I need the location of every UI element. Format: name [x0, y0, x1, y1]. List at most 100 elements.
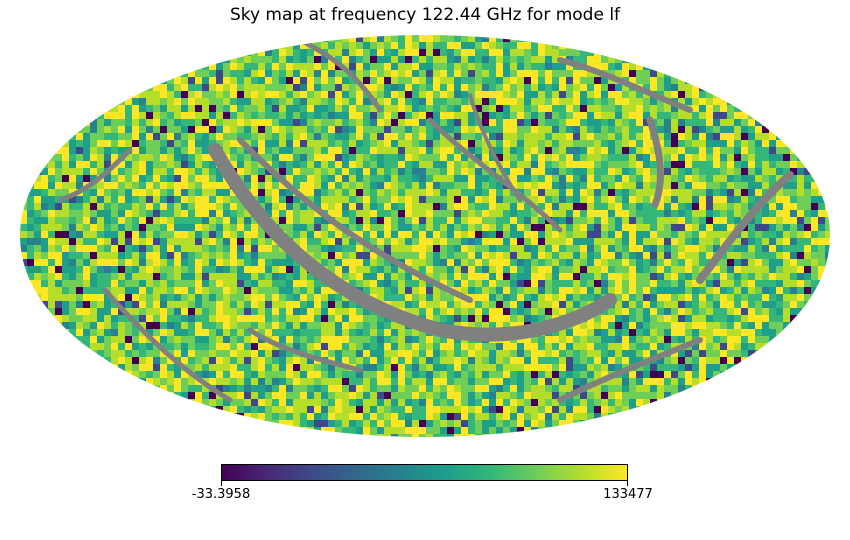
map-pixel — [118, 364, 126, 372]
map-pixel — [580, 189, 588, 197]
map-pixel — [167, 301, 175, 309]
map-pixel — [622, 245, 630, 253]
map-pixel — [370, 371, 378, 379]
map-pixel — [286, 189, 294, 197]
map-pixel — [328, 308, 336, 316]
map-pixel — [615, 49, 623, 57]
map-pixel — [433, 287, 441, 295]
map-pixel — [622, 287, 630, 295]
map-pixel — [272, 287, 280, 295]
map-pixel — [118, 140, 126, 148]
map-pixel — [160, 343, 168, 351]
map-pixel — [41, 287, 49, 295]
map-pixel — [328, 133, 336, 141]
map-pixel — [321, 91, 329, 99]
map-pixel — [419, 245, 427, 253]
map-pixel — [517, 119, 525, 127]
map-pixel — [587, 70, 595, 78]
map-pixel — [720, 126, 728, 134]
map-pixel — [251, 301, 259, 309]
map-pixel — [391, 42, 399, 50]
map-pixel — [405, 364, 413, 372]
map-pixel — [167, 294, 175, 302]
map-pixel — [454, 245, 462, 253]
map-pixel — [741, 322, 749, 330]
map-pixel — [202, 189, 210, 197]
map-pixel — [741, 273, 749, 281]
map-pixel — [454, 238, 462, 246]
map-pixel — [279, 322, 287, 330]
map-pixel — [657, 98, 665, 106]
map-pixel — [216, 266, 224, 274]
map-pixel — [76, 210, 84, 218]
map-pixel — [433, 238, 441, 246]
map-pixel — [132, 245, 140, 253]
map-pixel — [293, 35, 301, 43]
map-pixel — [27, 224, 35, 232]
map-pixel — [468, 49, 476, 57]
map-pixel — [349, 259, 357, 267]
map-pixel — [594, 294, 602, 302]
map-pixel — [279, 287, 287, 295]
map-pixel — [636, 350, 644, 358]
map-pixel — [601, 322, 609, 330]
map-pixel — [678, 126, 686, 134]
map-pixel — [475, 126, 483, 134]
map-pixel — [622, 91, 630, 99]
map-pixel — [433, 273, 441, 281]
map-pixel — [307, 224, 315, 232]
map-pixel — [524, 49, 532, 57]
map-pixel — [776, 210, 784, 218]
map-pixel — [398, 112, 406, 120]
map-pixel — [412, 182, 420, 190]
map-pixel — [132, 140, 140, 148]
map-pixel — [146, 105, 154, 113]
map-pixel — [377, 161, 385, 169]
map-pixel — [370, 77, 378, 85]
map-pixel — [482, 322, 490, 330]
map-pixel — [419, 371, 427, 379]
map-pixel — [118, 203, 126, 211]
map-pixel — [440, 259, 448, 267]
map-pixel — [671, 301, 679, 309]
map-pixel — [349, 77, 357, 85]
map-pixel — [335, 147, 343, 155]
map-pixel — [69, 210, 77, 218]
map-pixel — [139, 154, 147, 162]
map-pixel — [531, 357, 539, 365]
map-pixel — [517, 35, 525, 43]
map-pixel — [209, 105, 217, 113]
map-pixel — [258, 56, 266, 64]
map-pixel — [643, 217, 651, 225]
map-pixel — [370, 112, 378, 120]
map-pixel — [566, 294, 574, 302]
map-pixel — [762, 112, 770, 120]
map-pixel — [594, 98, 602, 106]
map-pixel — [62, 147, 70, 155]
map-pixel — [594, 161, 602, 169]
map-pixel — [202, 105, 210, 113]
map-pixel — [650, 224, 658, 232]
map-pixel — [783, 189, 791, 197]
map-pixel — [223, 77, 231, 85]
map-pixel — [552, 147, 560, 155]
map-pixel — [468, 266, 476, 274]
map-pixel — [440, 280, 448, 288]
map-pixel — [454, 196, 462, 204]
map-pixel — [657, 308, 665, 316]
map-pixel — [314, 364, 322, 372]
map-pixel — [797, 175, 805, 183]
map-pixel — [503, 343, 511, 351]
map-pixel — [48, 308, 56, 316]
map-pixel — [216, 273, 224, 281]
map-pixel — [601, 203, 609, 211]
map-pixel — [643, 140, 651, 148]
map-pixel — [734, 105, 742, 113]
map-pixel — [755, 119, 763, 127]
map-pixel — [496, 189, 504, 197]
map-pixel — [328, 112, 336, 120]
map-pixel — [398, 252, 406, 260]
map-pixel — [601, 63, 609, 71]
map-pixel — [69, 168, 77, 176]
map-pixel — [538, 112, 546, 120]
